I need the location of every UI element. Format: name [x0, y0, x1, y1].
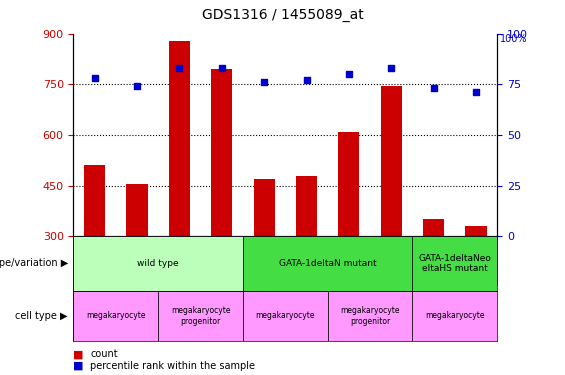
Text: cell type ▶: cell type ▶: [15, 311, 68, 321]
Text: megakaryocyte
progenitor: megakaryocyte progenitor: [340, 306, 400, 326]
Point: [217, 65, 226, 71]
Text: percentile rank within the sample: percentile rank within the sample: [90, 361, 255, 370]
Bar: [73, 236, 243, 291]
Point: [132, 83, 141, 89]
Point: [259, 80, 269, 86]
Point: [344, 71, 354, 77]
Bar: [73, 291, 158, 341]
Bar: [296, 176, 317, 236]
Bar: [158, 291, 243, 341]
Text: megakaryocyte: megakaryocyte: [255, 311, 315, 320]
Text: ■: ■: [73, 350, 84, 359]
Point: [175, 65, 184, 71]
Bar: [169, 40, 190, 236]
Text: megakaryocyte
progenitor: megakaryocyte progenitor: [171, 306, 231, 326]
Bar: [412, 291, 497, 341]
Bar: [254, 179, 275, 236]
Point: [471, 90, 480, 96]
Text: ■: ■: [73, 361, 84, 370]
Point: [429, 86, 438, 92]
Bar: [423, 219, 444, 236]
Point: [386, 65, 396, 71]
Text: count: count: [90, 350, 118, 359]
Text: wild type: wild type: [137, 259, 179, 268]
Text: genotype/variation ▶: genotype/variation ▶: [0, 258, 68, 268]
Bar: [338, 132, 359, 236]
Text: 100%: 100%: [500, 34, 528, 44]
Bar: [466, 226, 486, 236]
Text: GATA-1deltaNeo
eltaHS mutant: GATA-1deltaNeo eltaHS mutant: [419, 254, 491, 273]
Point: [90, 75, 99, 81]
Text: GDS1316 / 1455089_at: GDS1316 / 1455089_at: [202, 9, 363, 22]
Bar: [381, 86, 402, 236]
Bar: [412, 236, 497, 291]
Point: [302, 77, 311, 83]
Bar: [243, 236, 412, 291]
Bar: [243, 291, 328, 341]
Text: megakaryocyte: megakaryocyte: [86, 311, 146, 320]
Text: GATA-1deltaN mutant: GATA-1deltaN mutant: [279, 259, 376, 268]
Bar: [211, 69, 232, 236]
Text: megakaryocyte: megakaryocyte: [425, 311, 485, 320]
Bar: [328, 291, 412, 341]
Bar: [84, 165, 105, 236]
Bar: [127, 184, 147, 236]
